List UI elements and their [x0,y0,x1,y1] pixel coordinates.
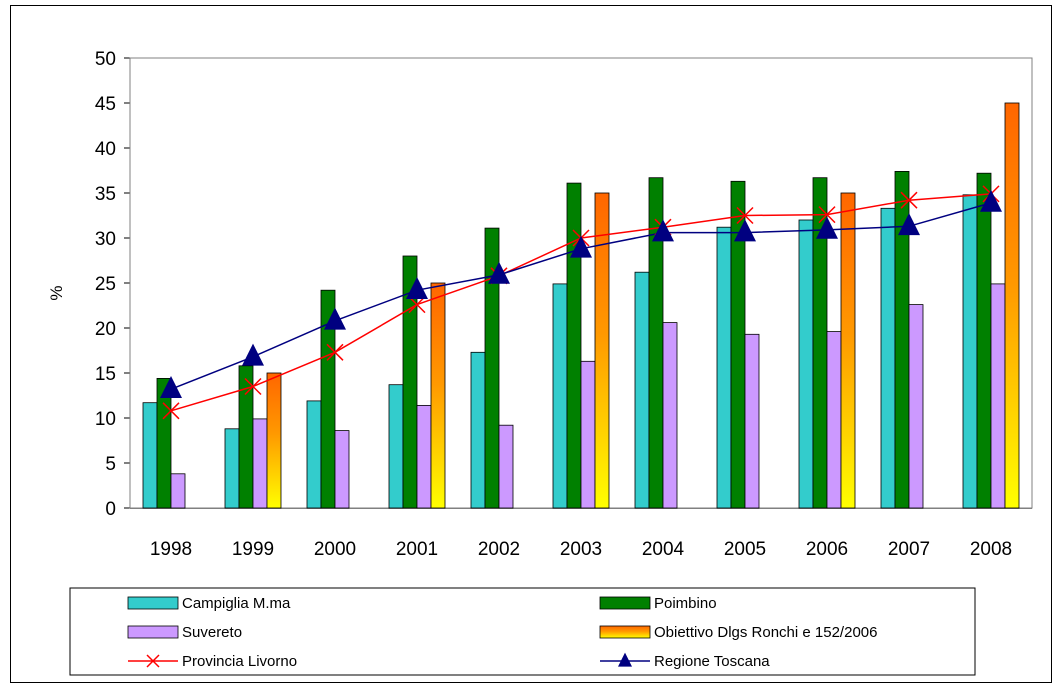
bar-poimbino [402,255,418,509]
bar-campiglia-m-ma [552,283,568,509]
y-tick-label: 20 [95,319,116,340]
bar-campiglia-m-ma [798,219,814,509]
bar-suvereto [498,424,514,509]
bar-obiettivo-dlgs-ronchi-e-152-2006 [1004,102,1020,509]
marker-triangle [324,307,346,330]
marker-triangle [570,235,592,258]
legend-item: Obiettivo Dlgs Ronchi e 152/2006 [599,624,877,641]
legend-swatch [599,596,651,610]
x-tick-label: 2003 [560,539,602,560]
bar-suvereto [662,322,678,509]
y-tick-label: 40 [95,139,116,160]
marker-triangle [980,189,1002,212]
marker-triangle [898,213,920,236]
bar-poimbino [566,182,582,509]
marker-triangle [618,652,632,667]
marker-x [736,206,754,225]
marker-triangle [734,219,756,242]
y-tick-label: 30 [95,229,116,250]
bar-campiglia-m-ma [470,351,486,509]
legend-label: Campiglia M.ma [182,595,291,612]
marker-x [818,206,836,224]
legend-item: Provincia Livorno [128,653,297,670]
y-tick-label: 15 [95,364,116,385]
lines [160,185,1002,420]
marker-triangle [160,376,182,398]
marker-x [146,654,160,668]
bar-campiglia-m-ma [634,271,650,509]
legend-swatch [599,625,651,639]
bar-obiettivo-dlgs-ronchi-e-152-2006 [266,372,282,509]
x-tick-label: 1998 [150,539,192,560]
x-tick-label: 2002 [478,539,520,560]
bar-suvereto [252,418,268,509]
y-tick-label: 5 [105,454,116,475]
y-tick-label: 10 [95,409,116,430]
x-tick-label: 2004 [642,539,685,560]
bars [142,102,1020,509]
bar-suvereto [908,304,924,509]
bar-obiettivo-dlgs-ronchi-e-152-2006 [840,192,856,509]
legend-label: Poimbino [654,595,717,612]
bar-poimbino [976,172,992,509]
y-axis-title: % [47,285,66,300]
legend-swatch [127,625,179,639]
bar-campiglia-m-ma [142,402,158,509]
bar-campiglia-m-ma [880,207,896,509]
x-tick-labels: 1998 1999 2000 2001 2002 2003 2004 2005 2006 2007… [150,539,1012,560]
bar-suvereto [744,333,760,509]
marker-x [162,402,180,420]
legend-item: Regione Toscana [600,652,770,670]
y-tick-label: 45 [95,94,116,115]
bar-suvereto [334,430,350,509]
marker-triangle [488,261,510,284]
bar-campiglia-m-ma [962,194,978,509]
marker-x [326,343,344,361]
y-tick-label: 0 [105,499,116,520]
marker-triangle [406,277,428,299]
bar-obiettivo-dlgs-ronchi-e-152-2006 [594,192,610,509]
x-tick-label: 2007 [888,539,930,560]
bar-obiettivo-dlgs-ronchi-e-152-2006 [430,282,446,509]
bar-campiglia-m-ma [224,428,240,509]
marker-triangle [242,343,264,366]
bar-campiglia-m-ma [306,400,322,509]
bar-poimbino [484,227,500,509]
y-tick-labels: 0 5 10 15 20 25 30 35 40 45 50 [95,49,116,520]
bar-suvereto [580,360,596,509]
bar-campiglia-m-ma [388,384,404,509]
legend-item: Poimbino [599,595,717,612]
marker-x [900,191,918,209]
x-tick-label: 2005 [724,539,766,560]
marker-x [244,377,262,396]
x-tick-label: 2001 [396,539,438,560]
bar-poimbino [320,289,336,509]
x-tick-label: 2000 [314,539,356,560]
marker-triangle [816,216,838,239]
bar-poimbino [156,377,172,509]
bar-suvereto [416,404,432,509]
legend: Campiglia M.ma Poimbino Suvereto Obiettivo … [69,587,976,676]
marker-triangle [652,219,674,242]
legend-label: Suvereto [182,624,242,641]
y-tick-label: 25 [95,274,116,295]
legend-item: Campiglia M.ma [127,595,291,612]
legend-label: Provincia Livorno [182,653,297,670]
x-tick-label: 1999 [232,539,274,560]
legend-label: Obiettivo Dlgs Ronchi e 152/2006 [654,624,877,641]
legend-label: Regione Toscana [654,653,770,670]
bar-suvereto [990,283,1006,509]
bar-suvereto [826,331,842,509]
legend-item: Suvereto [127,624,242,641]
marker-x [408,296,426,314]
y-tick-label: 35 [95,184,116,205]
legend-swatch [127,596,179,610]
bar-suvereto [170,473,186,509]
x-tick-label: 2008 [970,539,1012,560]
y-tick-label: 50 [95,49,116,70]
bar-campiglia-m-ma [716,226,732,509]
legend-box [69,587,976,676]
x-tick-label: 2006 [806,539,848,560]
